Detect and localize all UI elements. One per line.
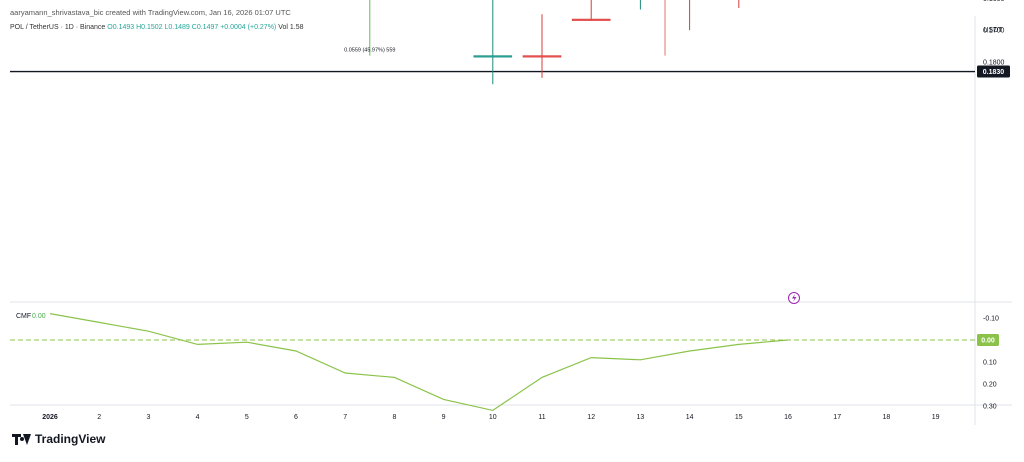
cmf-tick-label: 0.10 <box>983 360 997 367</box>
high-value: H0.1502 <box>136 24 163 31</box>
time-tick-label: 17 <box>833 414 841 421</box>
time-tick-label: 5 <box>245 414 249 421</box>
volume-value: Vol 1.58 <box>278 24 304 31</box>
time-tick-label: 9 <box>442 414 446 421</box>
open-value: O0.1493 <box>107 24 135 31</box>
alert-bolt-glyph <box>792 294 797 302</box>
time-tick-label: 7 <box>343 414 347 421</box>
cmf-tick-label: 0.20 <box>983 382 997 389</box>
time-tick-label: 4 <box>196 414 200 421</box>
price-tick-label: 0.1800 <box>983 60 1005 67</box>
close-value: C0.1497 <box>191 24 219 31</box>
time-tick-label: 10 <box>489 414 497 421</box>
long-position-label: 0.0559 (45.97%) 559 <box>344 48 395 54</box>
price-tick-label: 0.1700 <box>983 28 1005 35</box>
symbol-legend: POL / TetherUS · 1D · Binance O0.1493 H0… <box>10 24 304 31</box>
cmf-tick-label: -0.10 <box>983 316 999 323</box>
level-price-tag <box>977 65 1010 78</box>
level-price-tag-label: 0.1830 <box>983 69 1005 76</box>
time-tick-label: 13 <box>637 414 645 421</box>
time-tick-label: 18 <box>883 414 891 421</box>
cmf-indicator-name: CMF <box>16 313 31 320</box>
time-tick-label: 6 <box>294 414 298 421</box>
time-tick-label: 12 <box>587 414 595 421</box>
cmf-value-tag-label: 0.00 <box>981 338 995 345</box>
time-tick-label: 2026 <box>42 414 58 421</box>
candle-body <box>571 18 611 21</box>
tradingview-logo-text: TradingView <box>35 432 106 446</box>
time-tick-label: 16 <box>784 414 792 421</box>
change-value: +0.0004 (+0.27%) <box>220 24 277 31</box>
time-tick-label: 8 <box>392 414 396 421</box>
candle-body <box>522 55 562 58</box>
time-tick-label: 19 <box>932 414 940 421</box>
tradingview-logo: TradingView <box>12 432 105 446</box>
time-tick-label: 3 <box>146 414 150 421</box>
tradingview-logo-icon <box>12 433 31 445</box>
author-credit: aaryamann_shrivastava_bic created with T… <box>10 8 291 17</box>
time-tick-label: 15 <box>735 414 743 421</box>
low-value: L0.1489 <box>164 24 190 31</box>
candle-body <box>473 55 513 58</box>
symbol-name[interactable]: POL / TetherUS · 1D · Binance <box>10 24 106 31</box>
price-tick-label: 0.1600 <box>983 0 1005 3</box>
cmf-indicator-value: 0.00 <box>32 313 46 320</box>
cmf-tick-label: 0.30 <box>983 404 997 411</box>
cmf-series-line <box>49 313 789 412</box>
time-tick-label: 14 <box>686 414 694 421</box>
price-axis-currency: USDT <box>983 27 1003 34</box>
time-tick-label: 2 <box>97 414 101 421</box>
time-tick-label: 11 <box>538 414 545 421</box>
cmf-value-tag <box>977 334 999 346</box>
